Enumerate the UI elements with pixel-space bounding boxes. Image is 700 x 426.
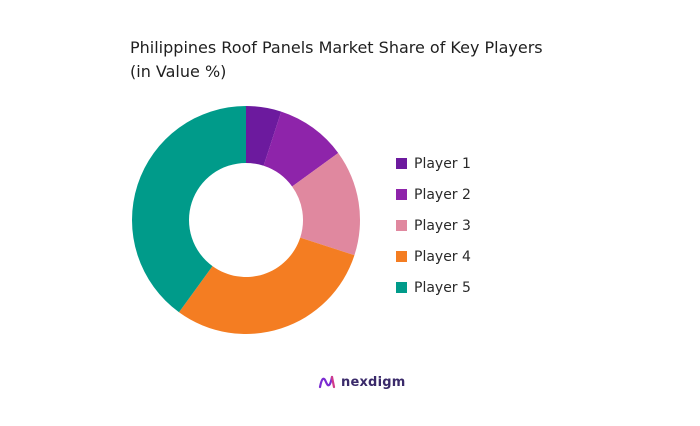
legend-item-player-2: Player 2 xyxy=(396,179,471,210)
slice-player-1 xyxy=(246,106,282,166)
legend-label: Player 5 xyxy=(414,279,471,296)
slice-player-2 xyxy=(263,111,339,187)
chart-legend: Player 1 Player 2 Player 3 Player 4 Player 5 xyxy=(396,148,471,303)
nexdigm-logo-icon xyxy=(318,375,336,389)
brand-name: nexdigm xyxy=(341,374,406,390)
legend-label: Player 4 xyxy=(414,248,471,265)
legend-swatch xyxy=(396,220,407,231)
slice-player-5 xyxy=(132,106,246,313)
legend-swatch xyxy=(396,158,407,169)
legend-label: Player 3 xyxy=(414,217,471,234)
legend-label: Player 2 xyxy=(414,186,471,203)
donut-slices xyxy=(132,106,360,334)
slice-player-3 xyxy=(292,152,360,256)
chart-subtitle: (in Value %) xyxy=(130,62,227,81)
chart-title-block: Philippines Roof Panels Market Share of … xyxy=(130,36,650,84)
brand-logo: nexdigm xyxy=(318,373,405,391)
legend-swatch xyxy=(396,251,407,262)
legend-item-player-5: Player 5 xyxy=(396,272,471,303)
legend-item-player-3: Player 3 xyxy=(396,210,471,241)
legend-item-player-4: Player 4 xyxy=(396,241,471,272)
chart-title: Philippines Roof Panels Market Share of … xyxy=(130,38,543,57)
slice-player-4 xyxy=(178,237,355,334)
legend-item-player-1: Player 1 xyxy=(396,148,471,179)
legend-swatch xyxy=(396,282,407,293)
legend-swatch xyxy=(396,189,407,200)
legend-label: Player 1 xyxy=(414,155,471,172)
